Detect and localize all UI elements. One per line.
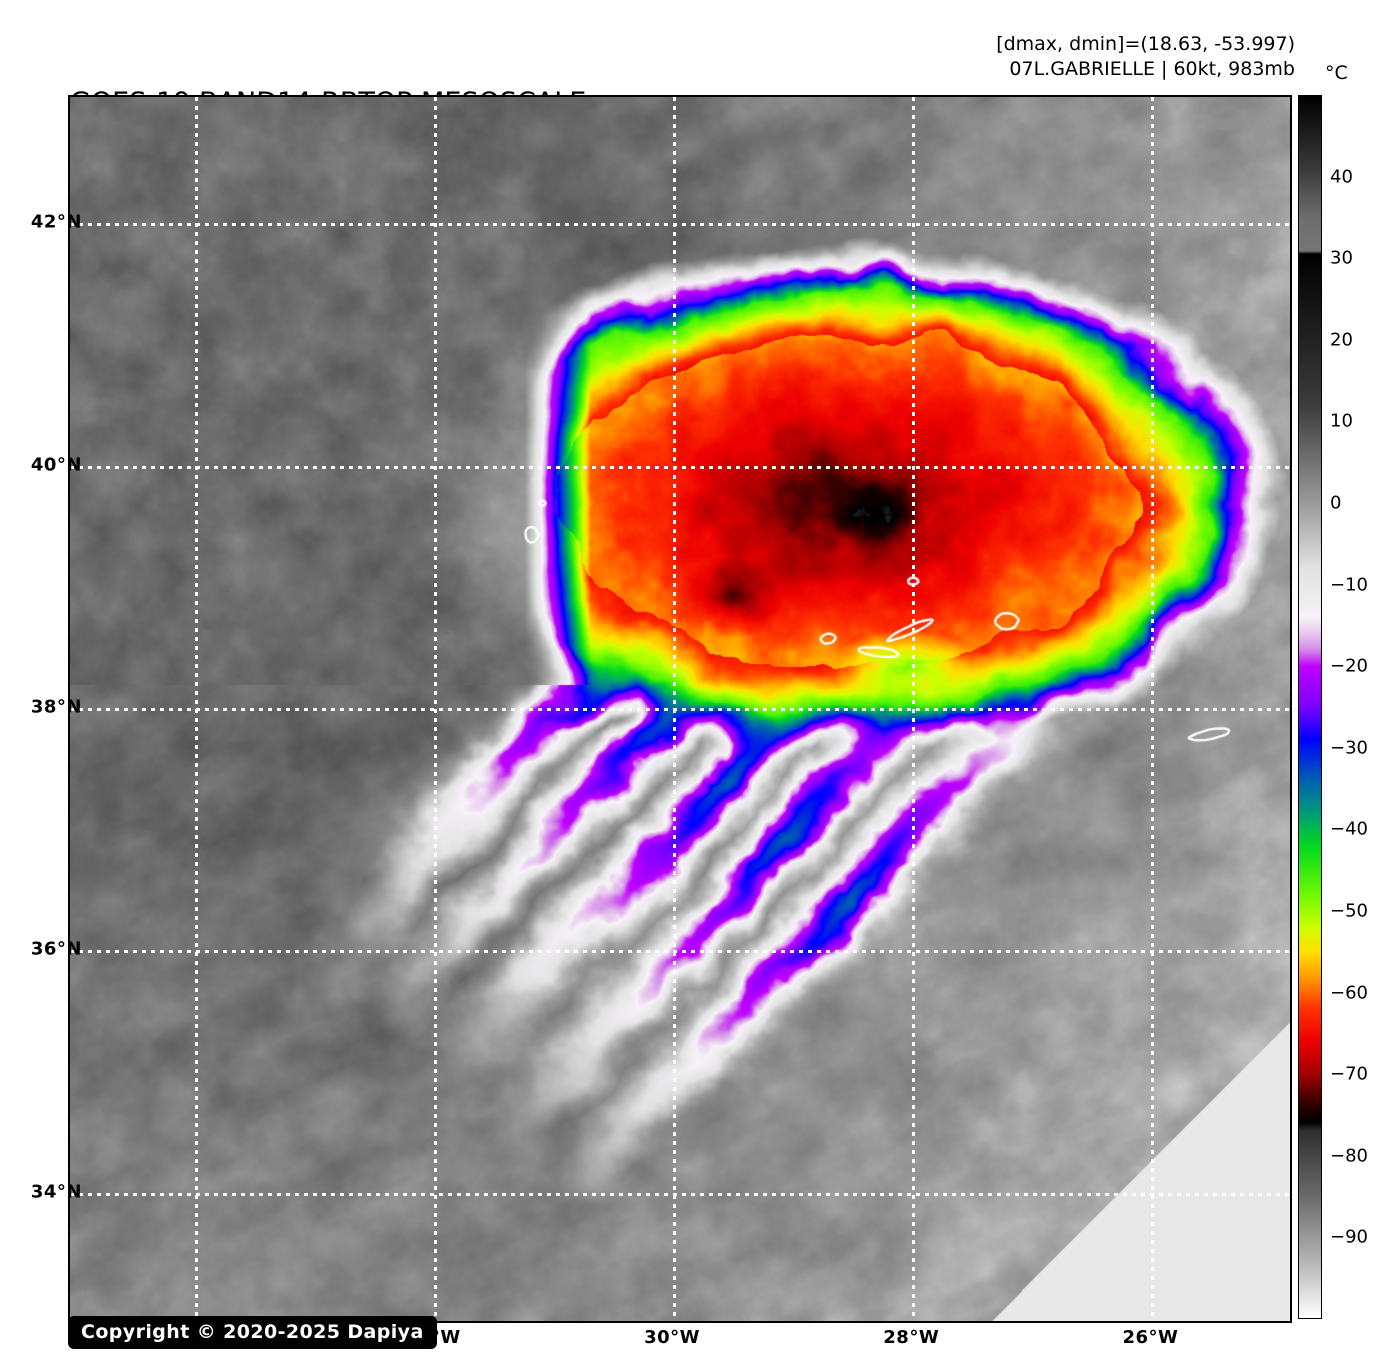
colorbar-tick-label: 40: [1330, 166, 1353, 188]
lat-tick-label: 38°N: [30, 696, 82, 718]
colorbar-gradient: [1299, 96, 1321, 1318]
colorbar-tick-label: −50: [1330, 900, 1368, 922]
colorbar-tick-label: 30: [1330, 247, 1353, 269]
colorbar-tick-label: 10: [1330, 410, 1353, 432]
colorbar-unit-label: °C: [1325, 62, 1348, 84]
colorbar-tick-label: −30: [1330, 737, 1368, 759]
colorbar-tick-label: 20: [1330, 329, 1353, 351]
lat-tick-label: 36°N: [30, 938, 82, 960]
lon-tick-label: 30°W: [644, 1327, 700, 1348]
colorbar: [1298, 95, 1322, 1319]
colorbar-tick-label: −10: [1330, 574, 1368, 596]
lon-tick-label: 26°W: [1122, 1327, 1179, 1348]
colorbar-tick-label: −20: [1330, 655, 1368, 677]
colorbar-tick-label: 0: [1330, 492, 1342, 514]
storm-info-label: 07L.GABRIELLE | 60kt, 983mb: [1009, 58, 1295, 80]
colorbar-tick-label: −80: [1330, 1145, 1368, 1167]
lon-tick-label: 28°W: [883, 1327, 940, 1348]
lat-tick-label: 40°N: [30, 454, 82, 476]
satellite-image-plot: [68, 95, 1292, 1323]
colorbar-tick-label: −70: [1330, 1063, 1368, 1085]
colorbar-tick-label: −60: [1330, 982, 1368, 1004]
colorbar-tick-label: −90: [1330, 1226, 1368, 1248]
lat-tick-label: 42°N: [30, 211, 82, 233]
data-range-label: [dmax, dmin]=(18.63, -53.997): [996, 33, 1295, 55]
header-info-block: [dmax, dmin]=(18.63, -53.997) 07L.GABRIE…: [996, 32, 1295, 82]
colorbar-tick-label: −40: [1330, 818, 1368, 840]
satellite-imagery-canvas: [70, 97, 1290, 1321]
copyright-banner: Copyright © 2020-2025 Dapiya: [68, 1316, 437, 1349]
lat-tick-label: 34°N: [30, 1181, 82, 1203]
